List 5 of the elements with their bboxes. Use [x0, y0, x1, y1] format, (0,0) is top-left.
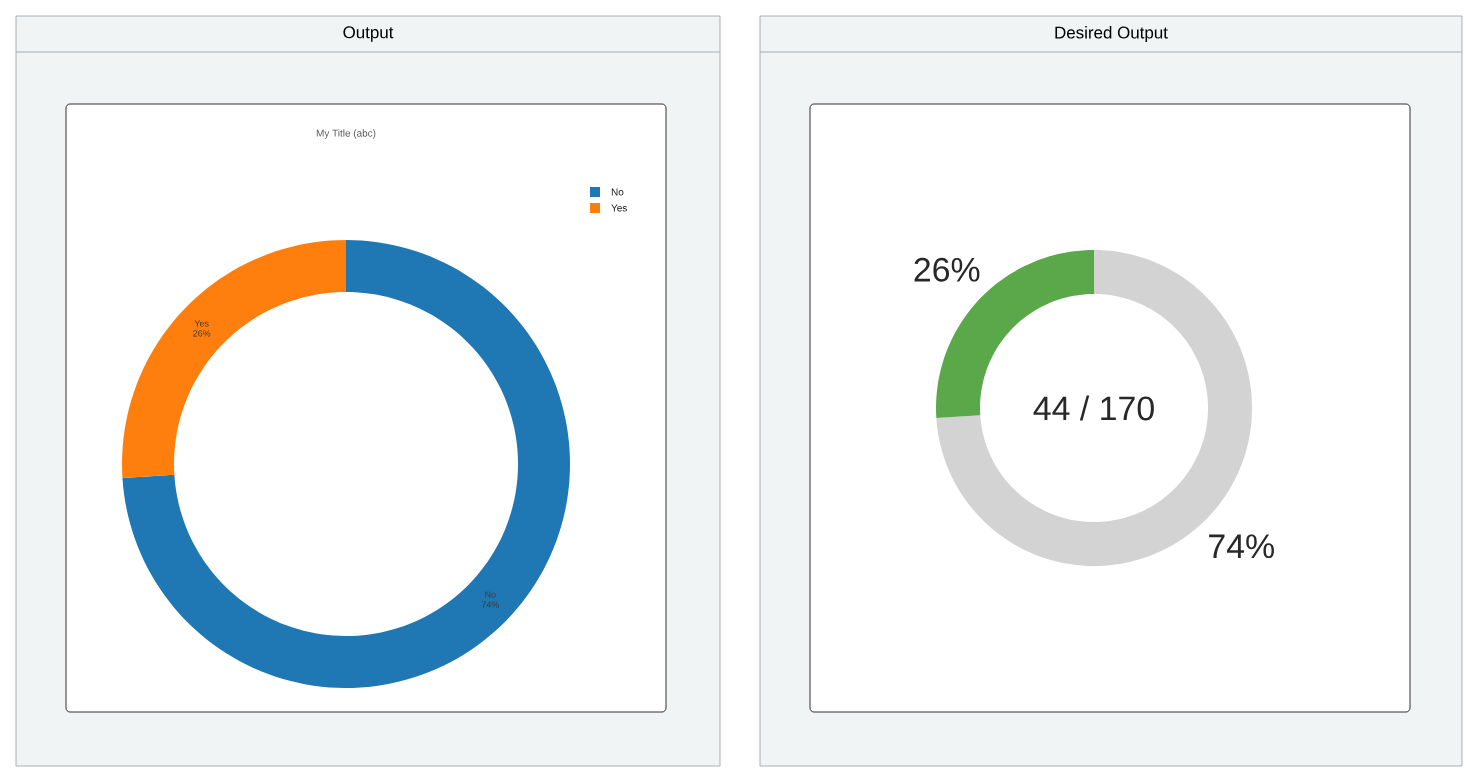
- text: 44 / 170: [1033, 395, 1154, 421]
- data-label: 74%: [1209, 534, 1274, 559]
- chart-title: Output: [343, 26, 394, 42]
- chart-title: Desired Output: [1055, 26, 1168, 42]
- data-label: 26%: [914, 257, 980, 282]
